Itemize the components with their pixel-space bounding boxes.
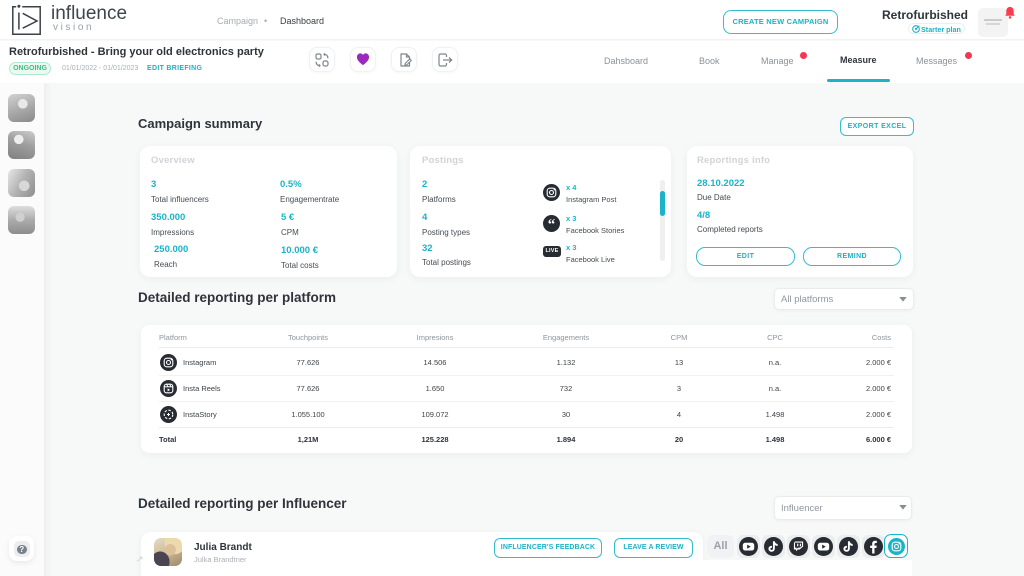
svg-text:“: “ bbox=[548, 217, 556, 232]
